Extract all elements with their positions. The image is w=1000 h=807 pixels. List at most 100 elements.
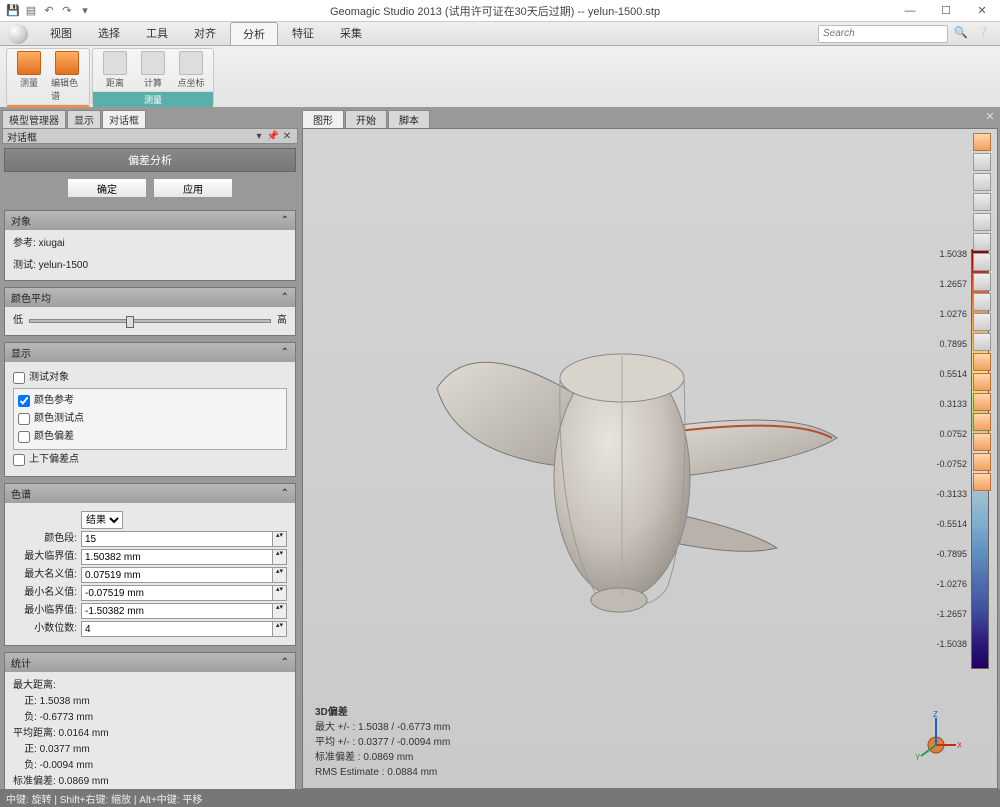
spinner-icon[interactable]: ▴▾ [273, 567, 287, 583]
menu-tab[interactable]: 选择 [86, 22, 132, 45]
display-option[interactable]: 颜色偏差 [18, 429, 282, 445]
spinner-icon[interactable]: ▴▾ [273, 549, 287, 565]
ribbon-item[interactable]: 点坐标 [175, 51, 207, 89]
left-pane-tab[interactable]: 对话框 [102, 110, 146, 128]
tool-button[interactable] [973, 413, 991, 431]
checkbox[interactable] [13, 372, 25, 384]
panel-spectrum: 色谱⌃ 结果 颜色段:▴▾ 最大临界值:▴▾ 最大名义值:▴▾ 最小名义值:▴▾… [4, 483, 296, 646]
spinner-icon[interactable]: ▴▾ [273, 585, 287, 601]
search-icon[interactable]: 🔍 [954, 26, 970, 42]
checkbox[interactable] [18, 413, 30, 425]
segments-label: 颜色段: [13, 531, 77, 547]
qat-redo-icon[interactable]: ↷ [60, 4, 74, 18]
tool-button[interactable] [973, 393, 991, 411]
left-pane-tab[interactable]: 显示 [67, 110, 101, 128]
pin-icon[interactable]: 📌 [267, 130, 279, 142]
colorbar-ticks: 1.50381.26571.02760.78950.55140.31330.07… [931, 249, 967, 669]
menu-tab[interactable]: 对齐 [182, 22, 228, 45]
ribbon-item[interactable]: 测量 [13, 51, 45, 102]
max-nom-input[interactable] [81, 567, 273, 583]
panel-close-icon[interactable]: ✕ [281, 130, 293, 142]
axis-triad[interactable]: X Z Y [911, 710, 961, 760]
search-input[interactable] [818, 25, 948, 43]
apply-button[interactable]: 应用 [153, 178, 233, 198]
min-nom-input[interactable] [81, 585, 273, 601]
spectrum-combo[interactable]: 结果 [81, 511, 123, 529]
chevron-icon[interactable]: ⌃ [281, 215, 289, 226]
display-option[interactable]: 测试对象 [13, 370, 287, 386]
tool-button[interactable] [973, 333, 991, 351]
tool-button[interactable] [973, 293, 991, 311]
tool-button[interactable] [973, 453, 991, 471]
viewport-close-icon[interactable]: ✕ [982, 110, 998, 128]
menu-tab[interactable]: 特征 [280, 22, 326, 45]
tool-button[interactable] [973, 233, 991, 251]
viewport-tab[interactable]: 开始 [345, 110, 387, 128]
help-icon[interactable]: ❔ [976, 26, 992, 42]
maximize-button[interactable]: ☐ [928, 0, 964, 22]
qat-undo-icon[interactable]: ↶ [42, 4, 56, 18]
menu-tab[interactable]: 视图 [38, 22, 84, 45]
tool-button[interactable] [973, 213, 991, 231]
max-crit-input[interactable] [81, 549, 273, 565]
tool-button[interactable] [973, 193, 991, 211]
colorbar-tick: 1.0276 [931, 309, 967, 339]
chevron-icon[interactable]: ⌃ [281, 488, 289, 499]
canvas-3d[interactable]: 1.50381.26571.02760.78950.55140.31330.07… [302, 128, 998, 789]
display-option[interactable]: 颜色测试点 [18, 411, 282, 427]
qat-print-icon[interactable]: ▤ [24, 4, 38, 18]
display-option-label: 上下偏差点 [29, 452, 79, 468]
menu-tab[interactable]: 采集 [328, 22, 374, 45]
left-pane-tab[interactable]: 模型管理器 [2, 110, 66, 128]
panel-spectrum-title: 色谱 [11, 486, 31, 501]
spinner-icon[interactable]: ▴▾ [273, 603, 287, 619]
segments-input[interactable] [81, 531, 273, 547]
checkbox[interactable] [18, 395, 30, 407]
close-button[interactable]: ✕ [964, 0, 1000, 22]
tool-button[interactable] [973, 253, 991, 271]
decimals-input[interactable] [81, 621, 273, 637]
info-line: 最大 +/- : 1.5038 / -0.6773 mm [315, 720, 450, 735]
ribbon-item[interactable]: 距离 [99, 51, 131, 89]
ribbon-item[interactable]: 计算 [137, 51, 169, 89]
ribbon-item[interactable]: 编辑色谱 [51, 51, 83, 102]
qat-dropdown-icon[interactable]: ▾ [78, 4, 92, 18]
app-icon[interactable] [8, 24, 28, 44]
checkbox[interactable] [18, 431, 30, 443]
min-crit-input[interactable] [81, 603, 273, 619]
minimize-button[interactable]: — [892, 0, 928, 22]
display-option[interactable]: 颜色参考 [18, 393, 282, 409]
ribbon-item-label: 测量 [20, 76, 38, 89]
slider-high-label: 高 [277, 313, 287, 329]
tool-button[interactable] [973, 353, 991, 371]
ok-button[interactable]: 确定 [67, 178, 147, 198]
display-option-label: 颜色偏差 [34, 429, 74, 445]
chevron-icon[interactable]: ⌃ [281, 347, 289, 358]
tool-button[interactable] [973, 273, 991, 291]
spinner-icon[interactable]: ▴▾ [273, 531, 287, 547]
dropdown-icon[interactable]: ▾ [253, 130, 265, 142]
menu-tab[interactable]: 工具 [134, 22, 180, 45]
viewport-tab[interactable]: 图形 [302, 110, 344, 128]
tool-button[interactable] [973, 473, 991, 491]
tool-button[interactable] [973, 313, 991, 331]
menu-tab[interactable]: 分析 [230, 22, 278, 45]
viewport-tab[interactable]: 脚本 [388, 110, 430, 128]
chevron-icon[interactable]: ⌃ [281, 657, 289, 668]
right-toolbar [973, 133, 993, 491]
checkbox[interactable] [13, 454, 25, 466]
decimals-label: 小数位数: [13, 621, 77, 637]
color-avg-slider[interactable] [29, 319, 271, 323]
statusbar-text: 中键: 旋转 | Shift+右键: 缩放 | Alt+中键: 平移 [6, 791, 202, 806]
tool-button[interactable] [973, 133, 991, 151]
tool-button[interactable] [973, 373, 991, 391]
spinner-icon[interactable]: ▴▾ [273, 621, 287, 637]
colorbar-tick: -1.2657 [931, 609, 967, 639]
qat-save-icon[interactable]: 💾 [6, 4, 20, 18]
tool-button[interactable] [973, 433, 991, 451]
tool-button[interactable] [973, 153, 991, 171]
tool-button[interactable] [973, 173, 991, 191]
chevron-icon[interactable]: ⌃ [281, 292, 289, 303]
display-option[interactable]: 上下偏差点 [13, 452, 287, 468]
panel-color-avg: 颜色平均⌃ 低 高 [4, 287, 296, 336]
